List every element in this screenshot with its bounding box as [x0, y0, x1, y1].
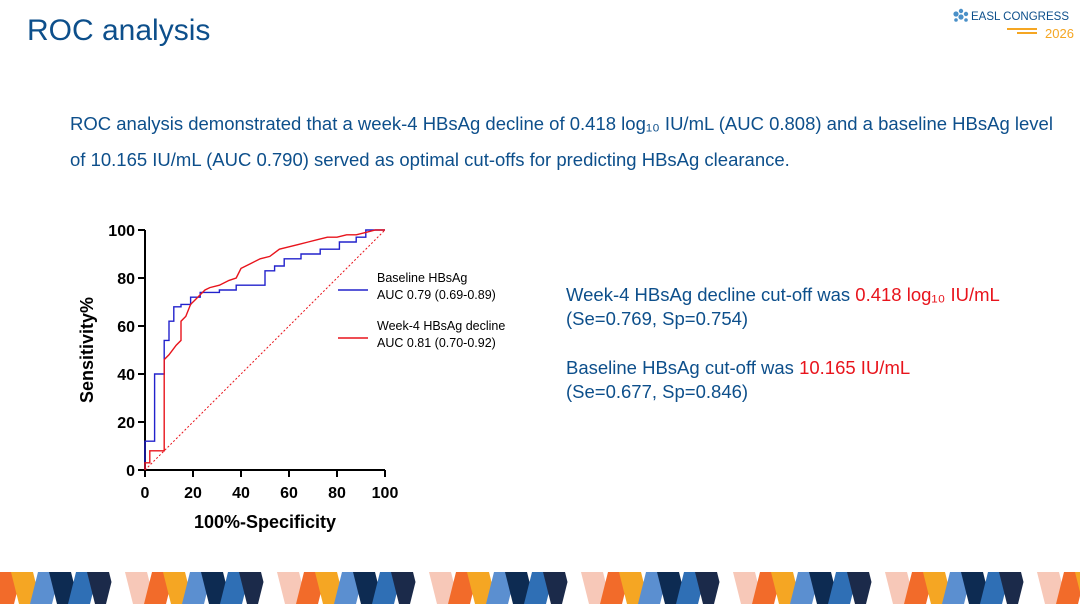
slide-title: ROC analysis	[27, 14, 211, 47]
legend-auc-label: AUC 0.81 (0.70-0.92)	[377, 336, 496, 350]
x-tick-label: 80	[328, 485, 346, 502]
x-tick-label: 20	[184, 485, 202, 502]
decorative-footer-band	[0, 572, 1080, 604]
week4-cutoff-result: Week-4 HBsAg decline cut-off was 0.418 l…	[566, 283, 1000, 331]
roc-curve-0	[144, 229, 385, 470]
y-tick-label: 20	[117, 415, 135, 432]
logo-subtitle-icon	[1007, 28, 1037, 34]
logo-text: EASL CONGRESS	[971, 11, 1069, 23]
y-tick-label: 100	[108, 223, 135, 240]
week4-cutoff-stats: (Se=0.769, Sp=0.754)	[566, 308, 749, 329]
baseline-cutoff-value: 10.165 IU/mL	[799, 357, 911, 378]
legend-label: Week-4 HBsAg decline	[377, 319, 505, 333]
week4-cutoff-value: 0.418 log₁₀ IU/mL	[855, 284, 1000, 305]
y-tick-label: 60	[117, 319, 135, 336]
x-axis-label: 100%-Specificity	[194, 512, 336, 532]
congress-logo: EASL CONGRESS 2026	[953, 8, 1074, 41]
x-tick-label: 100	[372, 485, 399, 502]
week4-cutoff-prefix: Week-4 HBsAg decline cut-off was	[566, 284, 856, 305]
roc-chart: 0 20 40 60 80 100 0 20 40 60 80 100 100%-Specificity…	[77, 223, 505, 532]
y-tick-label: 80	[117, 271, 135, 288]
footer-pattern-tile	[1056, 572, 1080, 604]
y-tick-label: 0	[126, 463, 135, 480]
y-tick-label: 40	[117, 367, 135, 384]
reference-diagonal-line	[144, 229, 386, 471]
footer-pattern-tile	[1075, 572, 1080, 592]
intro-paragraph: ROC analysis demonstrated that a week-4 …	[70, 113, 1053, 170]
x-tick-label: 0	[141, 485, 150, 502]
legend-auc-label: AUC 0.79 (0.69-0.89)	[377, 288, 496, 302]
x-tick-label: 60	[280, 485, 298, 502]
y-axis-label: Sensitivity%	[77, 297, 97, 403]
logo-mark-icon	[953, 8, 969, 22]
logo-year: 2026	[1045, 26, 1074, 41]
baseline-cutoff-stats: (Se=0.677, Sp=0.846)	[566, 381, 749, 402]
roc-curve-1	[144, 229, 385, 470]
baseline-cutoff-prefix: Baseline HBsAg cut-off was	[566, 357, 800, 378]
x-tick-label: 40	[232, 485, 250, 502]
legend-label: Baseline HBsAg	[377, 271, 467, 285]
baseline-cutoff-result: Baseline HBsAg cut-off was 10.165 IU/mL …	[566, 356, 910, 404]
